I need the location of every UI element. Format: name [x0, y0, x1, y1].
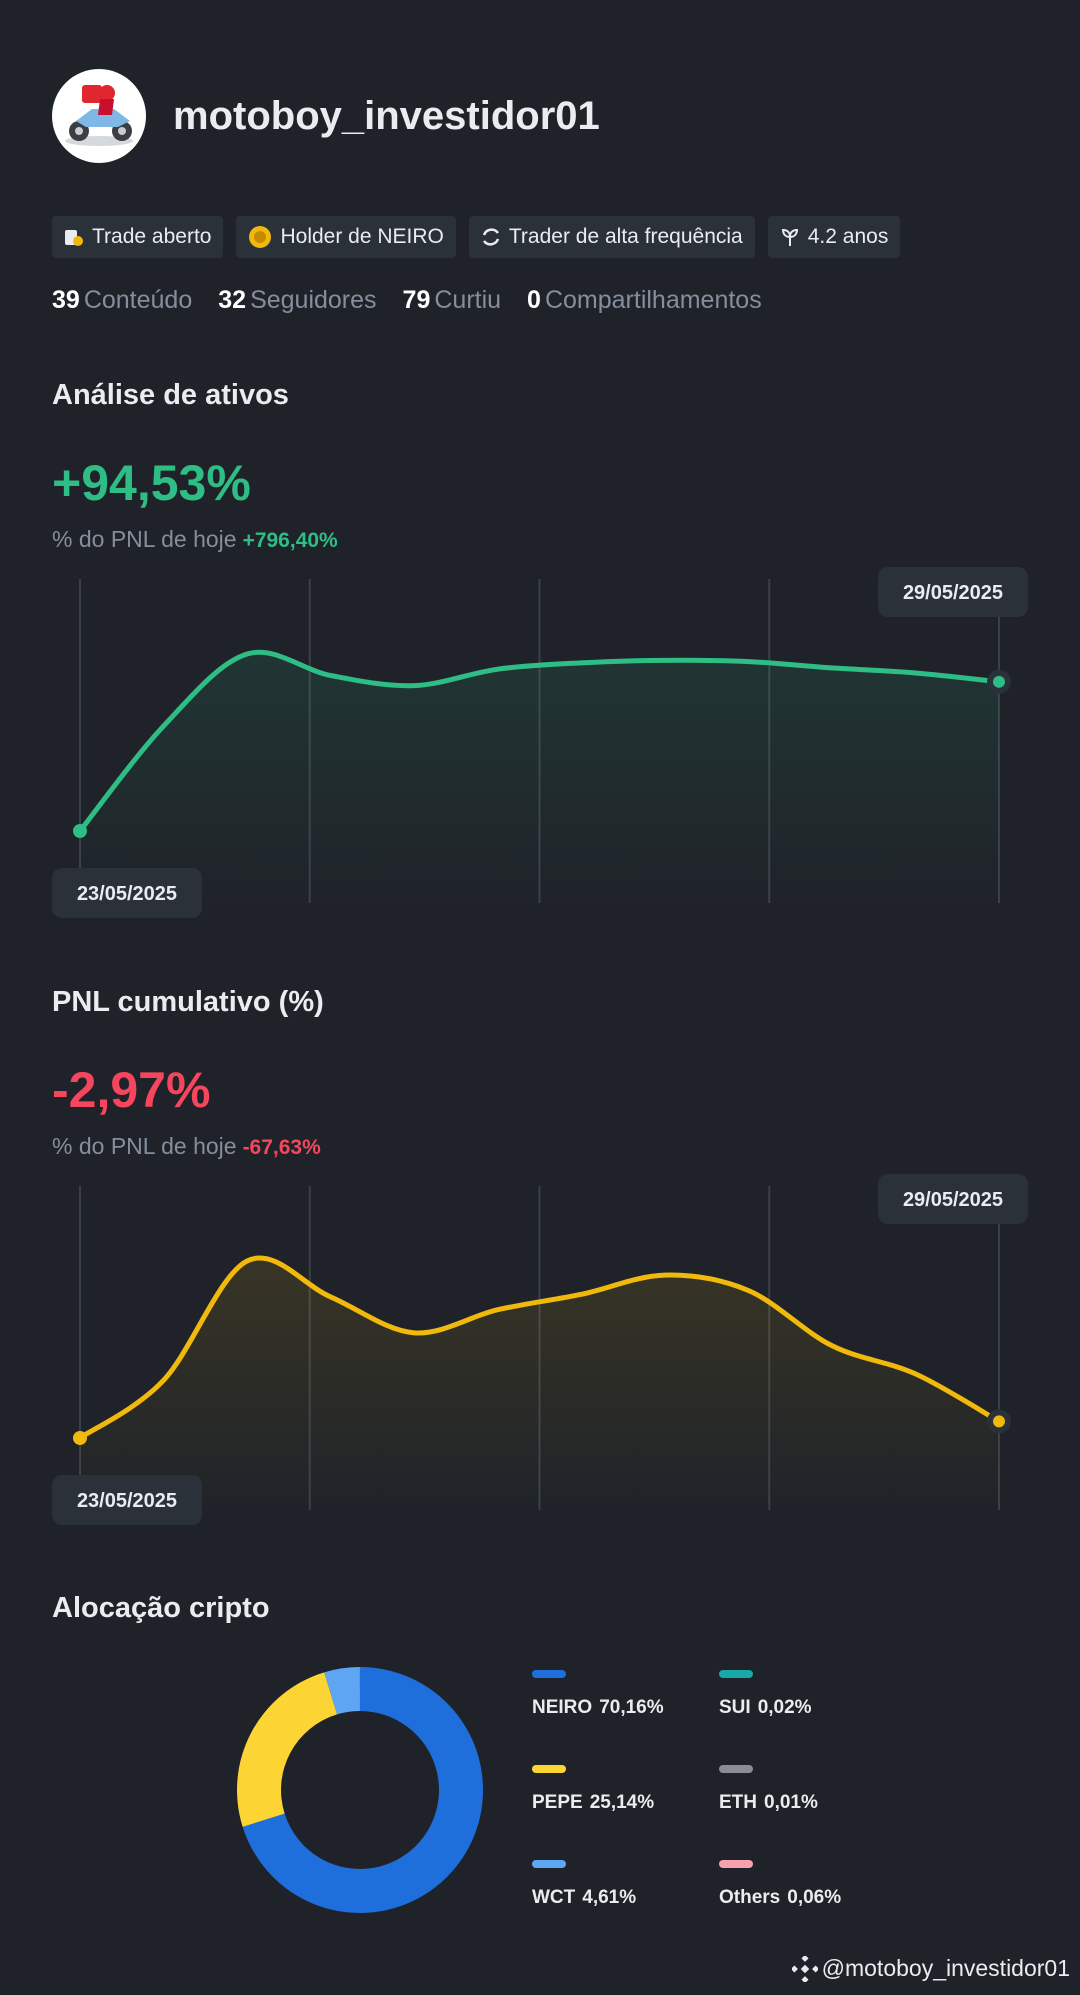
end-label-box	[878, 567, 1028, 617]
legend-label: NEIRO	[532, 1697, 593, 1718]
donut-segment	[237, 1672, 338, 1827]
legend-label: PEPE	[532, 1792, 583, 1813]
subtitle: % do PNL de hoje +796,40%	[52, 526, 338, 553]
legend-swatch	[719, 1765, 753, 1773]
line-chart: 29/05/2025 23/05/2025	[52, 1174, 1028, 1525]
start-point	[73, 824, 87, 838]
footer-handle: @motoboy_investidor01	[821, 1955, 1070, 1981]
start-label: 23/05/2025	[77, 1490, 177, 1512]
legend-label: Others	[719, 1887, 781, 1908]
section-title: Alocação cripto	[52, 1592, 270, 1624]
badge: 4.2 anos	[767, 216, 901, 258]
legend-swatch	[532, 1765, 566, 1773]
start-label-box	[52, 1475, 202, 1525]
badge-icon	[482, 228, 500, 246]
subtitle-label: % do PNL de hoje	[52, 526, 237, 552]
legend-value: 4,61%	[582, 1887, 637, 1908]
today-value: -67,63%	[242, 1136, 321, 1159]
stat-label: Curtiu	[434, 286, 502, 314]
stat-value: 79	[402, 286, 431, 314]
badge-label: 4.2 anos	[807, 225, 889, 248]
stat-label: Conteúdo	[83, 286, 193, 314]
area	[80, 652, 999, 903]
badges: Trade aberto Holder de NEIRO Trader de a…	[52, 216, 913, 258]
stat[interactable]: 79 Curtiu	[403, 286, 502, 315]
legend-swatch	[532, 1670, 566, 1678]
donut-segment	[324, 1667, 360, 1715]
subtitle: % do PNL de hoje -67,63%	[52, 1133, 321, 1160]
donut-segment	[242, 1667, 484, 1913]
donut-chart	[237, 1667, 484, 1913]
legend-value: 0,02%	[757, 1697, 812, 1718]
area	[80, 1257, 999, 1510]
legend-label: ETH	[719, 1792, 757, 1813]
legend-item: Others 0,06%	[719, 1860, 841, 1909]
badge-icon	[249, 226, 272, 248]
legend-item: NEIRO 70,16%	[532, 1670, 664, 1719]
end-point	[993, 1415, 1005, 1428]
legend-label: WCT	[532, 1887, 576, 1908]
start-label-box	[52, 868, 202, 918]
section-title: Análise de ativos	[52, 379, 289, 411]
stat-label: Seguidores	[250, 286, 377, 314]
headline-value: +94,53%	[52, 455, 251, 511]
stat[interactable]: 39 Conteúdo	[52, 286, 192, 315]
legend-item: SUI 0,02%	[719, 1670, 812, 1719]
end-label-box	[878, 1174, 1028, 1224]
avatar[interactable]	[52, 69, 146, 163]
legend-value: 0,06%	[787, 1887, 842, 1908]
legend-item: PEPE 25,14%	[532, 1765, 654, 1814]
badge-icon	[781, 228, 798, 246]
stat[interactable]: 0 Compartilhamentos	[527, 286, 762, 315]
badge-label: Holder de NEIRO	[280, 225, 444, 248]
legend-item: WCT 4,61%	[532, 1860, 636, 1909]
stat[interactable]: 32 Seguidores	[218, 286, 376, 315]
badge: Trader de alta frequência	[468, 216, 755, 258]
line	[77, 649, 1002, 834]
stats: 39 Conteúdo 32 Seguidores 79 Curtiu 0 Compar…	[52, 286, 788, 315]
today-value: +796,40%	[242, 529, 338, 552]
username: motoboy_investidor01	[173, 94, 600, 138]
end-label: 29/05/2025	[903, 1189, 1003, 1211]
subtitle-label: % do PNL de hoje	[52, 1133, 237, 1159]
badge-icon	[65, 230, 83, 246]
legend-value: 25,14%	[589, 1792, 655, 1813]
badge: Holder de NEIRO	[236, 216, 456, 258]
legend-swatch	[532, 1860, 566, 1868]
start-point	[73, 1431, 87, 1445]
start-label: 23/05/2025	[77, 883, 177, 905]
line-chart: 29/05/2025 23/05/2025	[52, 567, 1028, 918]
logo	[791, 1955, 818, 1982]
legend-swatch	[719, 1670, 753, 1678]
stat-value: 0	[527, 286, 541, 314]
legend-item: ETH 0,01%	[719, 1765, 818, 1814]
headline-value: -2,97%	[52, 1062, 211, 1118]
legend-swatch	[719, 1860, 753, 1868]
section-title: PNL cumulativo (%)	[52, 986, 324, 1018]
footer: @motoboy_investidor01	[791, 1955, 1070, 1982]
badge-label: Trader de alta frequência	[508, 225, 743, 248]
legend-label: SUI	[719, 1697, 751, 1718]
end-label: 29/05/2025	[903, 582, 1003, 604]
badge-label: Trade aberto	[92, 225, 212, 248]
badge: Trade aberto	[52, 216, 224, 258]
stat-value: 39	[52, 286, 80, 314]
line	[77, 1255, 1002, 1441]
stat-label: Compartilhamentos	[544, 286, 762, 314]
end-point	[993, 675, 1005, 688]
legend-value: 0,01%	[764, 1792, 818, 1813]
stat-value: 32	[218, 286, 247, 314]
legend-value: 70,16%	[599, 1697, 664, 1718]
